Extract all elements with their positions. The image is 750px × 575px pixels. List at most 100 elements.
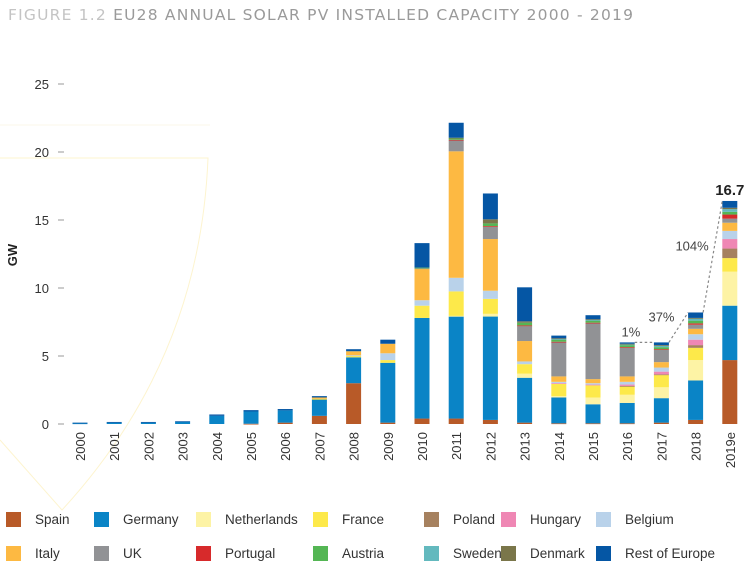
bar-segment-italy [482, 239, 498, 291]
x-tick-label: 2005 [244, 432, 259, 461]
bar-segment-portugal [517, 325, 533, 327]
bar-stack-2008 [346, 349, 362, 424]
bar-segment-hungary [585, 384, 601, 386]
bar-stack-2005 [243, 410, 259, 425]
bar-segment-uk [619, 347, 635, 377]
bar-segment-belgium [653, 367, 669, 372]
bar-segment-spain [722, 360, 738, 424]
x-tick-label: 2008 [347, 432, 362, 461]
bar-segment-spain [448, 418, 464, 424]
growth-label: 37% [648, 309, 674, 324]
bar-segment-germany [722, 305, 738, 361]
bar-segment-belgium [585, 383, 601, 385]
annotations: 1% 37% 104% 16.7 [622, 182, 744, 343]
bar-segment-austria [517, 322, 533, 326]
legend-swatch [94, 546, 109, 561]
legend-label: UK [123, 546, 142, 561]
bar-stack-2000 [72, 422, 88, 425]
legend-swatch [6, 512, 21, 527]
legend-item-rest-of-europe: Rest of Europe [596, 546, 715, 561]
bar-segment-spain [551, 423, 567, 425]
bar-stack-2004 [209, 414, 225, 424]
bar-segment-italy [653, 362, 669, 368]
legend-label: Sweden [453, 546, 502, 561]
legend-swatch [313, 512, 328, 527]
bar-segment-italy [517, 341, 533, 362]
legend-item-hungary: Hungary [501, 512, 581, 527]
legend-label: Austria [342, 546, 385, 561]
bar-segment-denmark [722, 207, 738, 210]
bar-stack-2003 [175, 421, 191, 424]
x-tick-label: 2019e [723, 432, 738, 468]
bar-segment-denmark [517, 321, 533, 323]
bar-segment-spain [653, 422, 669, 424]
x-tick-label: 2001 [107, 432, 122, 461]
bar-segment-uk [653, 349, 669, 363]
bar-segment-portugal [551, 341, 567, 343]
bar-segment-germany [72, 423, 88, 425]
legend-label: Hungary [530, 512, 582, 527]
bar-segment-germany [346, 357, 362, 384]
legend-swatch [196, 546, 211, 561]
bar-segment-france [482, 298, 498, 314]
bar-segment-germany [380, 362, 396, 423]
bar-segment-poland [619, 385, 635, 387]
legend-label: Denmark [530, 546, 585, 561]
bar-segment-spain [277, 422, 293, 424]
bar-stack-2014 [551, 335, 567, 425]
bar-segment-france [653, 375, 669, 388]
bar-segment-sweden [653, 345, 669, 348]
bar-segment-italy [311, 397, 327, 399]
bar-segment-poland [653, 374, 669, 376]
legend-label: France [342, 512, 385, 527]
bar-segment-uk [517, 326, 533, 342]
growth-connector-line [668, 312, 689, 343]
bar-segment-belgium [619, 381, 635, 385]
bar-segment-spain [380, 422, 396, 424]
legend-swatch [6, 546, 21, 561]
y-tick-label: 5 [42, 349, 49, 364]
bar-segment-belgium [448, 277, 464, 292]
bar-segment-belgium [517, 361, 533, 365]
legend-label: Germany [123, 512, 179, 527]
legend-item-uk: UK [94, 546, 142, 561]
bar-segment-denmark [448, 137, 464, 139]
bar-segment-france [619, 386, 635, 395]
bar-segment-austria [551, 339, 567, 342]
bar-stack-2017 [653, 342, 669, 424]
legend-label: Poland [453, 512, 496, 527]
bar-segment-italy [619, 376, 635, 382]
y-axis-label: GW [5, 243, 20, 266]
bar-segment-denmark [619, 343, 635, 345]
x-tick-label: 2015 [586, 432, 601, 461]
bar-segment-germany [619, 402, 635, 424]
legend-swatch [424, 512, 439, 527]
growth-label: 104% [675, 239, 709, 254]
bar-segment-spain [482, 419, 498, 424]
bar-segment-uk [414, 268, 430, 270]
bar-stack-2009 [380, 339, 396, 424]
bar-segment-germany [688, 380, 704, 420]
bar-segment-netherlands [448, 315, 464, 317]
x-axis: 2000 2001 2002 2003 2004 2005 2006 2007 2008 2009… [73, 432, 738, 468]
bar-segment-italy [346, 351, 362, 356]
legend-item-denmark: Denmark [501, 546, 585, 561]
legend-swatch [501, 546, 516, 561]
y-tick-label: 25 [35, 77, 49, 92]
bar-segment-rest-of-europe [72, 422, 88, 424]
bar-segment-belgium [551, 381, 567, 384]
bar-segment-rest-of-europe [551, 335, 567, 339]
bar-segment-france [722, 258, 738, 272]
bar-segment-spain [311, 415, 327, 424]
bar-segment-sweden [585, 319, 601, 321]
bar-segment-rest-of-europe [106, 421, 122, 423]
bar-segment-netherlands [619, 394, 635, 403]
bar-segment-netherlands [585, 397, 601, 405]
bar-segment-rest-of-europe [311, 396, 327, 398]
legend-item-italy: Italy [6, 546, 60, 561]
bar-segment-rest-of-europe [482, 193, 498, 220]
bar-segment-france [517, 364, 533, 374]
bar-segment-rest-of-europe [140, 421, 156, 423]
total-label: 16.7 [715, 182, 744, 199]
